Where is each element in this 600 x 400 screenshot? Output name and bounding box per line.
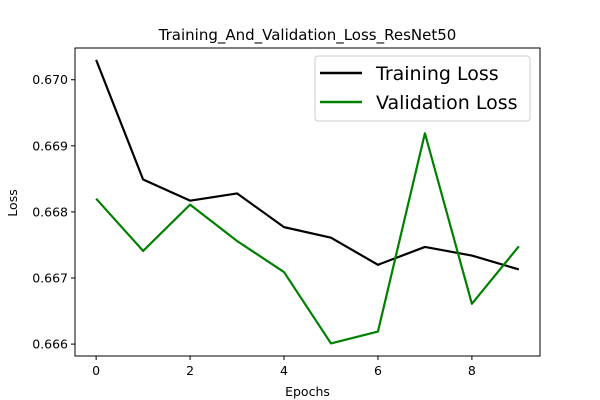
x-tick-label: 2 (186, 363, 194, 378)
plot-area-frame (74, 47, 541, 357)
x-axis-label: Epochs (285, 384, 330, 399)
y-tick-label: 0.667 (32, 271, 68, 286)
x-tick-label: 4 (280, 363, 288, 378)
y-tick-label: 0.666 (32, 337, 68, 352)
x-axis-ticks: 0 2 4 6 8 (92, 356, 476, 378)
chart-legend: Training Loss Validation Loss (314, 55, 531, 122)
chart-title: Training_And_Validation_Loss_ResNet50 (158, 26, 457, 45)
legend-label-validation-loss: Validation Loss (376, 92, 518, 114)
y-tick-label: 0.670 (32, 72, 68, 87)
series-layer (95, 59, 520, 345)
legend-frame (314, 55, 531, 122)
series-line-training-loss (95, 59, 520, 271)
legend-label-training-loss: Training Loss (375, 63, 499, 85)
y-tick-label: 0.668 (32, 204, 68, 219)
y-axis-ticks: 0.666 0.667 0.668 0.669 0.670 (32, 72, 75, 352)
x-tick-label: 0 (92, 363, 100, 378)
series-line-validation-loss (95, 132, 520, 345)
y-axis-label: Loss (5, 189, 20, 216)
x-tick-label: 6 (374, 363, 382, 378)
x-tick-label: 8 (468, 363, 476, 378)
y-tick-label: 0.669 (32, 138, 68, 153)
